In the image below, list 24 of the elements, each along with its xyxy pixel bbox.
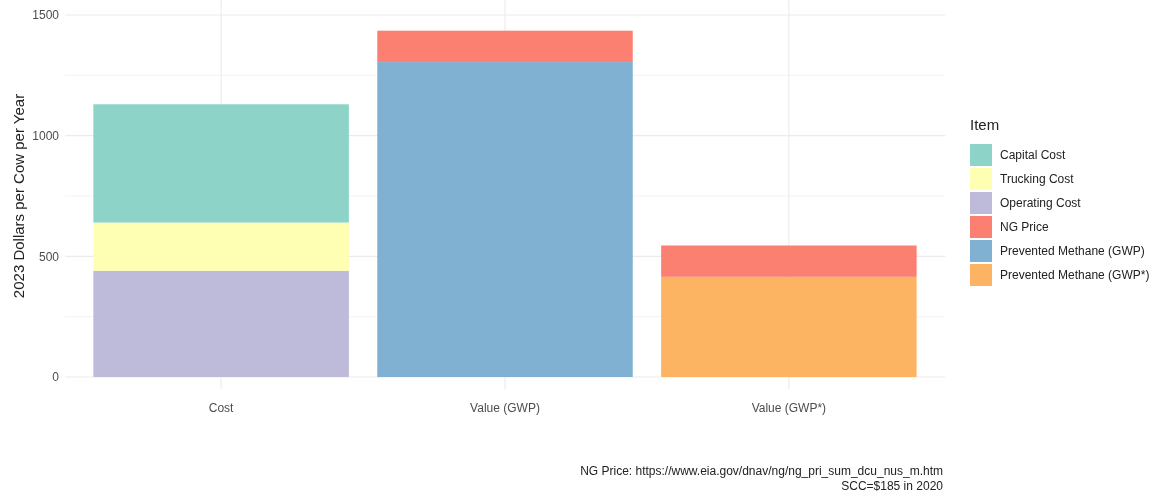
y-tick-label: 500	[38, 249, 60, 264]
y-tick-label: 0	[52, 370, 60, 385]
text: NG Price: https://www.eia.gov/dnav/ng/ng_pri_sum_dcu_nus_m.htm	[580, 464, 943, 478]
y-tick-label: 1500	[32, 8, 60, 23]
legend-label: NG Price	[1000, 220, 1049, 235]
bar	[93, 104, 349, 223]
bar	[661, 276, 917, 377]
bar	[93, 222, 349, 271]
bar	[93, 270, 349, 377]
x-tick-label: Value (GWP)	[470, 401, 540, 415]
bar	[661, 245, 917, 277]
legend-label: Operating Cost	[1000, 196, 1082, 211]
legend-label: Prevented Methane (GWP*)	[1000, 268, 1150, 283]
bar	[377, 30, 633, 63]
legend-title: Item	[970, 116, 1000, 133]
bar	[377, 62, 633, 377]
y-axis-title: 2023 Dollars per Cow per Year	[10, 93, 27, 299]
y-tick-label: 1000	[32, 128, 60, 143]
legend-label: Capital Cost	[1000, 148, 1067, 163]
x-tick-label: Value (GWP*)	[751, 401, 827, 415]
legend-label: Trucking Cost	[1000, 172, 1075, 187]
legend-label: Prevented Methane (GWP)	[1000, 244, 1145, 259]
x-tick-label: Cost	[208, 401, 235, 415]
text: SCC=$185 in 2020	[841, 479, 944, 493]
